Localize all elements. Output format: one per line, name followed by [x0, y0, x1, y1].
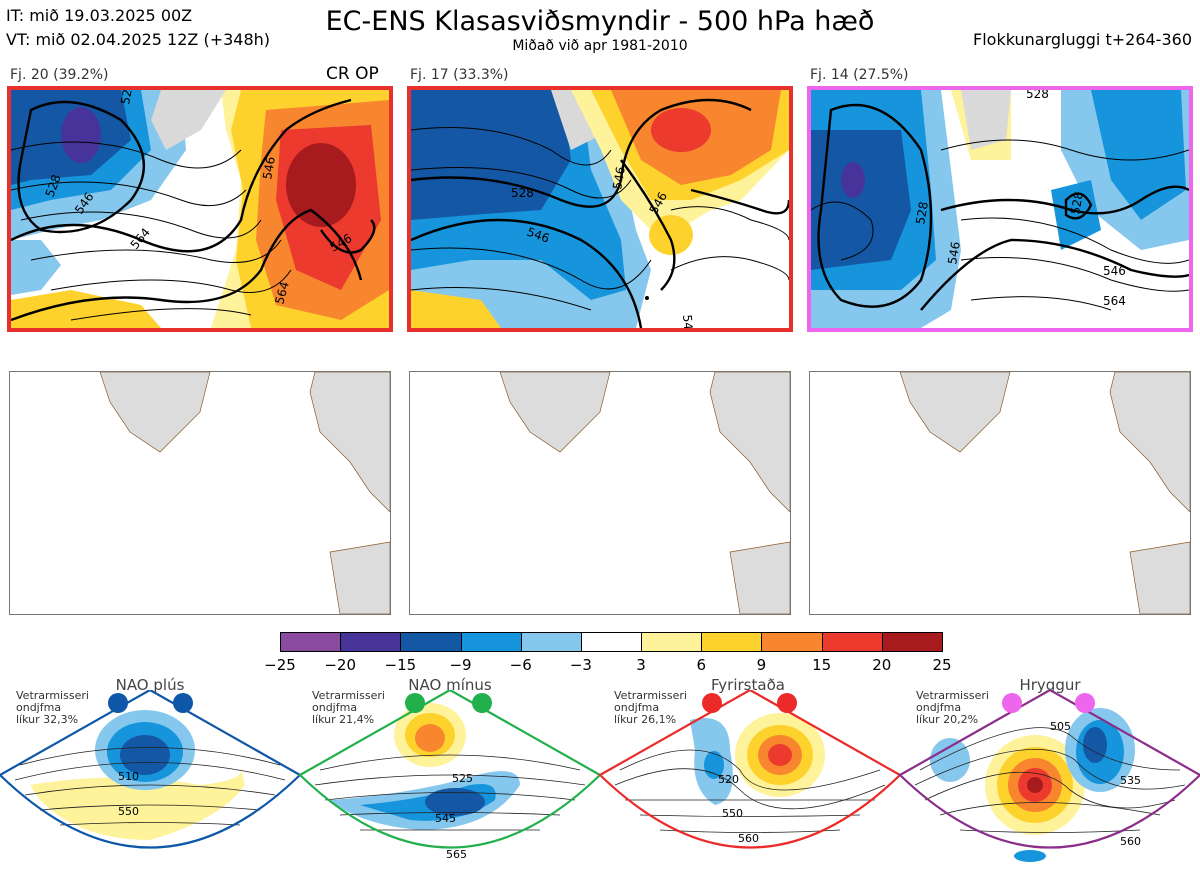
colorbar-tick-label: −25	[264, 656, 296, 674]
regime-2-title: NAO mínus	[408, 676, 492, 694]
regime-4-stat: Vetrarmisseri ondjfma líkur 20,2%	[916, 689, 989, 726]
colorbar-tick-label: 9	[756, 656, 767, 674]
cluster-map-1: 528 546 564 546 546 564 528	[7, 86, 393, 332]
empty-map-1-graphic	[99, 372, 390, 614]
panel-1-label: Fj. 20 (39.2%)	[10, 67, 109, 83]
colorbar-tick-label: −9	[449, 656, 472, 674]
regime-3-contour-a: 520	[718, 773, 739, 786]
colorbar-segment	[580, 632, 643, 652]
regime-2-contour-c: 565	[446, 848, 467, 861]
colorbar-tick-label: −15	[384, 656, 417, 674]
regime-4-contour-c: 560	[1120, 835, 1141, 848]
colorbar	[280, 632, 943, 652]
colorbar-tick-label: −6	[509, 656, 532, 674]
regime-2-map: 525 545 565	[298, 690, 602, 861]
colorbar-segment	[881, 632, 943, 652]
panel-3-label: Fj. 14 (27.5%)	[810, 67, 909, 83]
contour-label-528: 528	[913, 201, 931, 226]
regime-3-map: 520 550 560	[598, 690, 902, 849]
initial-time: IT: mið 19.03.2025 00Z	[6, 6, 193, 25]
colorbar-segment	[520, 632, 582, 652]
regime-4-contour-b: 535	[1120, 774, 1141, 787]
classification-window: Flokkunargluggi t+264-360	[973, 30, 1192, 49]
contour-label-546: 546	[945, 241, 963, 266]
panel-2-label: Fj. 17 (33.3%)	[410, 67, 509, 83]
cluster-map-3: 528 528 546 546 564 528	[807, 86, 1193, 332]
regime-3-contour-c: 560	[738, 832, 759, 845]
regime-2-stat: Vetrarmisseri ondjfma líkur 21,4%	[312, 689, 385, 726]
cluster-map-2: 528 546 546 546 546	[407, 86, 793, 332]
colorbar-tick-label: 20	[872, 656, 892, 674]
colorbar-tick-label: 3	[636, 656, 646, 674]
regime-4-map: 505 535 560	[898, 690, 1200, 862]
page-subtitle: Miðað við apr 1981-2010	[512, 38, 688, 54]
contour-label-564b: 564	[272, 280, 291, 306]
regime-1-map: 510 550	[0, 690, 302, 849]
contour-label-528b: 528	[1068, 191, 1086, 216]
empty-map-2-graphic	[499, 372, 790, 614]
contour-label-546b: 546	[260, 156, 278, 181]
regime-4-title: Hryggur	[1019, 676, 1081, 694]
regime-3-stat: Vetrarmisseri ondjfma líkur 26,1%	[614, 689, 687, 726]
cluster-map-2-graphic: 528 546 546 546 546	[411, 90, 789, 328]
regime-1-contour-b: 550	[118, 805, 139, 818]
colorbar-segment	[460, 632, 522, 652]
empty-map-1	[9, 371, 391, 615]
empty-map-3-graphic	[899, 372, 1190, 614]
contour-label-546b: 546	[1103, 264, 1126, 278]
contour-label-528: 528	[511, 186, 534, 200]
colorbar-tick-label: −3	[569, 656, 592, 674]
empty-map-3	[809, 371, 1191, 615]
contour-label-546b: 546	[610, 166, 628, 191]
regime-maps: 510 550 525 545 565	[0, 690, 1200, 862]
contour-label-528b: 528	[118, 90, 136, 106]
empty-map-2	[409, 371, 791, 615]
valid-time: VT: mið 02.04.2025 12Z (+348h)	[6, 30, 271, 49]
cluster-map-1-graphic: 528 546 564 546 546 564 528	[11, 90, 389, 328]
regime-4-contour-a: 505	[1050, 720, 1071, 733]
regime-3-title: Fyrirstaða	[711, 676, 785, 694]
panel-1-tag: CR OP	[326, 64, 379, 84]
header-run-times: IT: mið 19.03.2025 00Z VT: mið 02.04.202…	[6, 4, 270, 52]
regime-1-title: NAO plús	[115, 676, 185, 694]
regime-1-contour-a: 510	[118, 770, 139, 783]
colorbar-segment	[761, 632, 823, 652]
contour-label-546d: 546	[680, 314, 696, 328]
colorbar-segment	[280, 632, 342, 652]
colorbar-segment	[400, 632, 462, 652]
cluster-map-3-graphic: 528 528 546 546 564 528	[811, 90, 1189, 328]
regime-2-contour-b: 545	[435, 812, 456, 825]
colorbar-segment	[641, 632, 703, 652]
colorbar-segment	[701, 632, 763, 652]
regime-2-contour-a: 525	[452, 772, 473, 785]
contour-label-528c: 528	[1026, 90, 1049, 101]
colorbar-segment	[821, 632, 883, 652]
contour-label-564: 564	[1103, 294, 1126, 308]
colorbar-tick-label: −20	[324, 656, 356, 674]
colorbar-tick-label: 25	[932, 656, 952, 674]
colorbar-tick-label: 6	[696, 656, 707, 674]
page-title: EC-ENS Klasasviðsmyndir - 500 hPa hæð	[325, 6, 875, 37]
colorbar-segment	[340, 632, 402, 652]
regime-3-contour-b: 550	[722, 807, 743, 820]
regime-1-stat: Vetrarmisseri ondjfma líkur 32,3%	[16, 689, 89, 726]
colorbar-tick-label: 15	[812, 656, 832, 674]
